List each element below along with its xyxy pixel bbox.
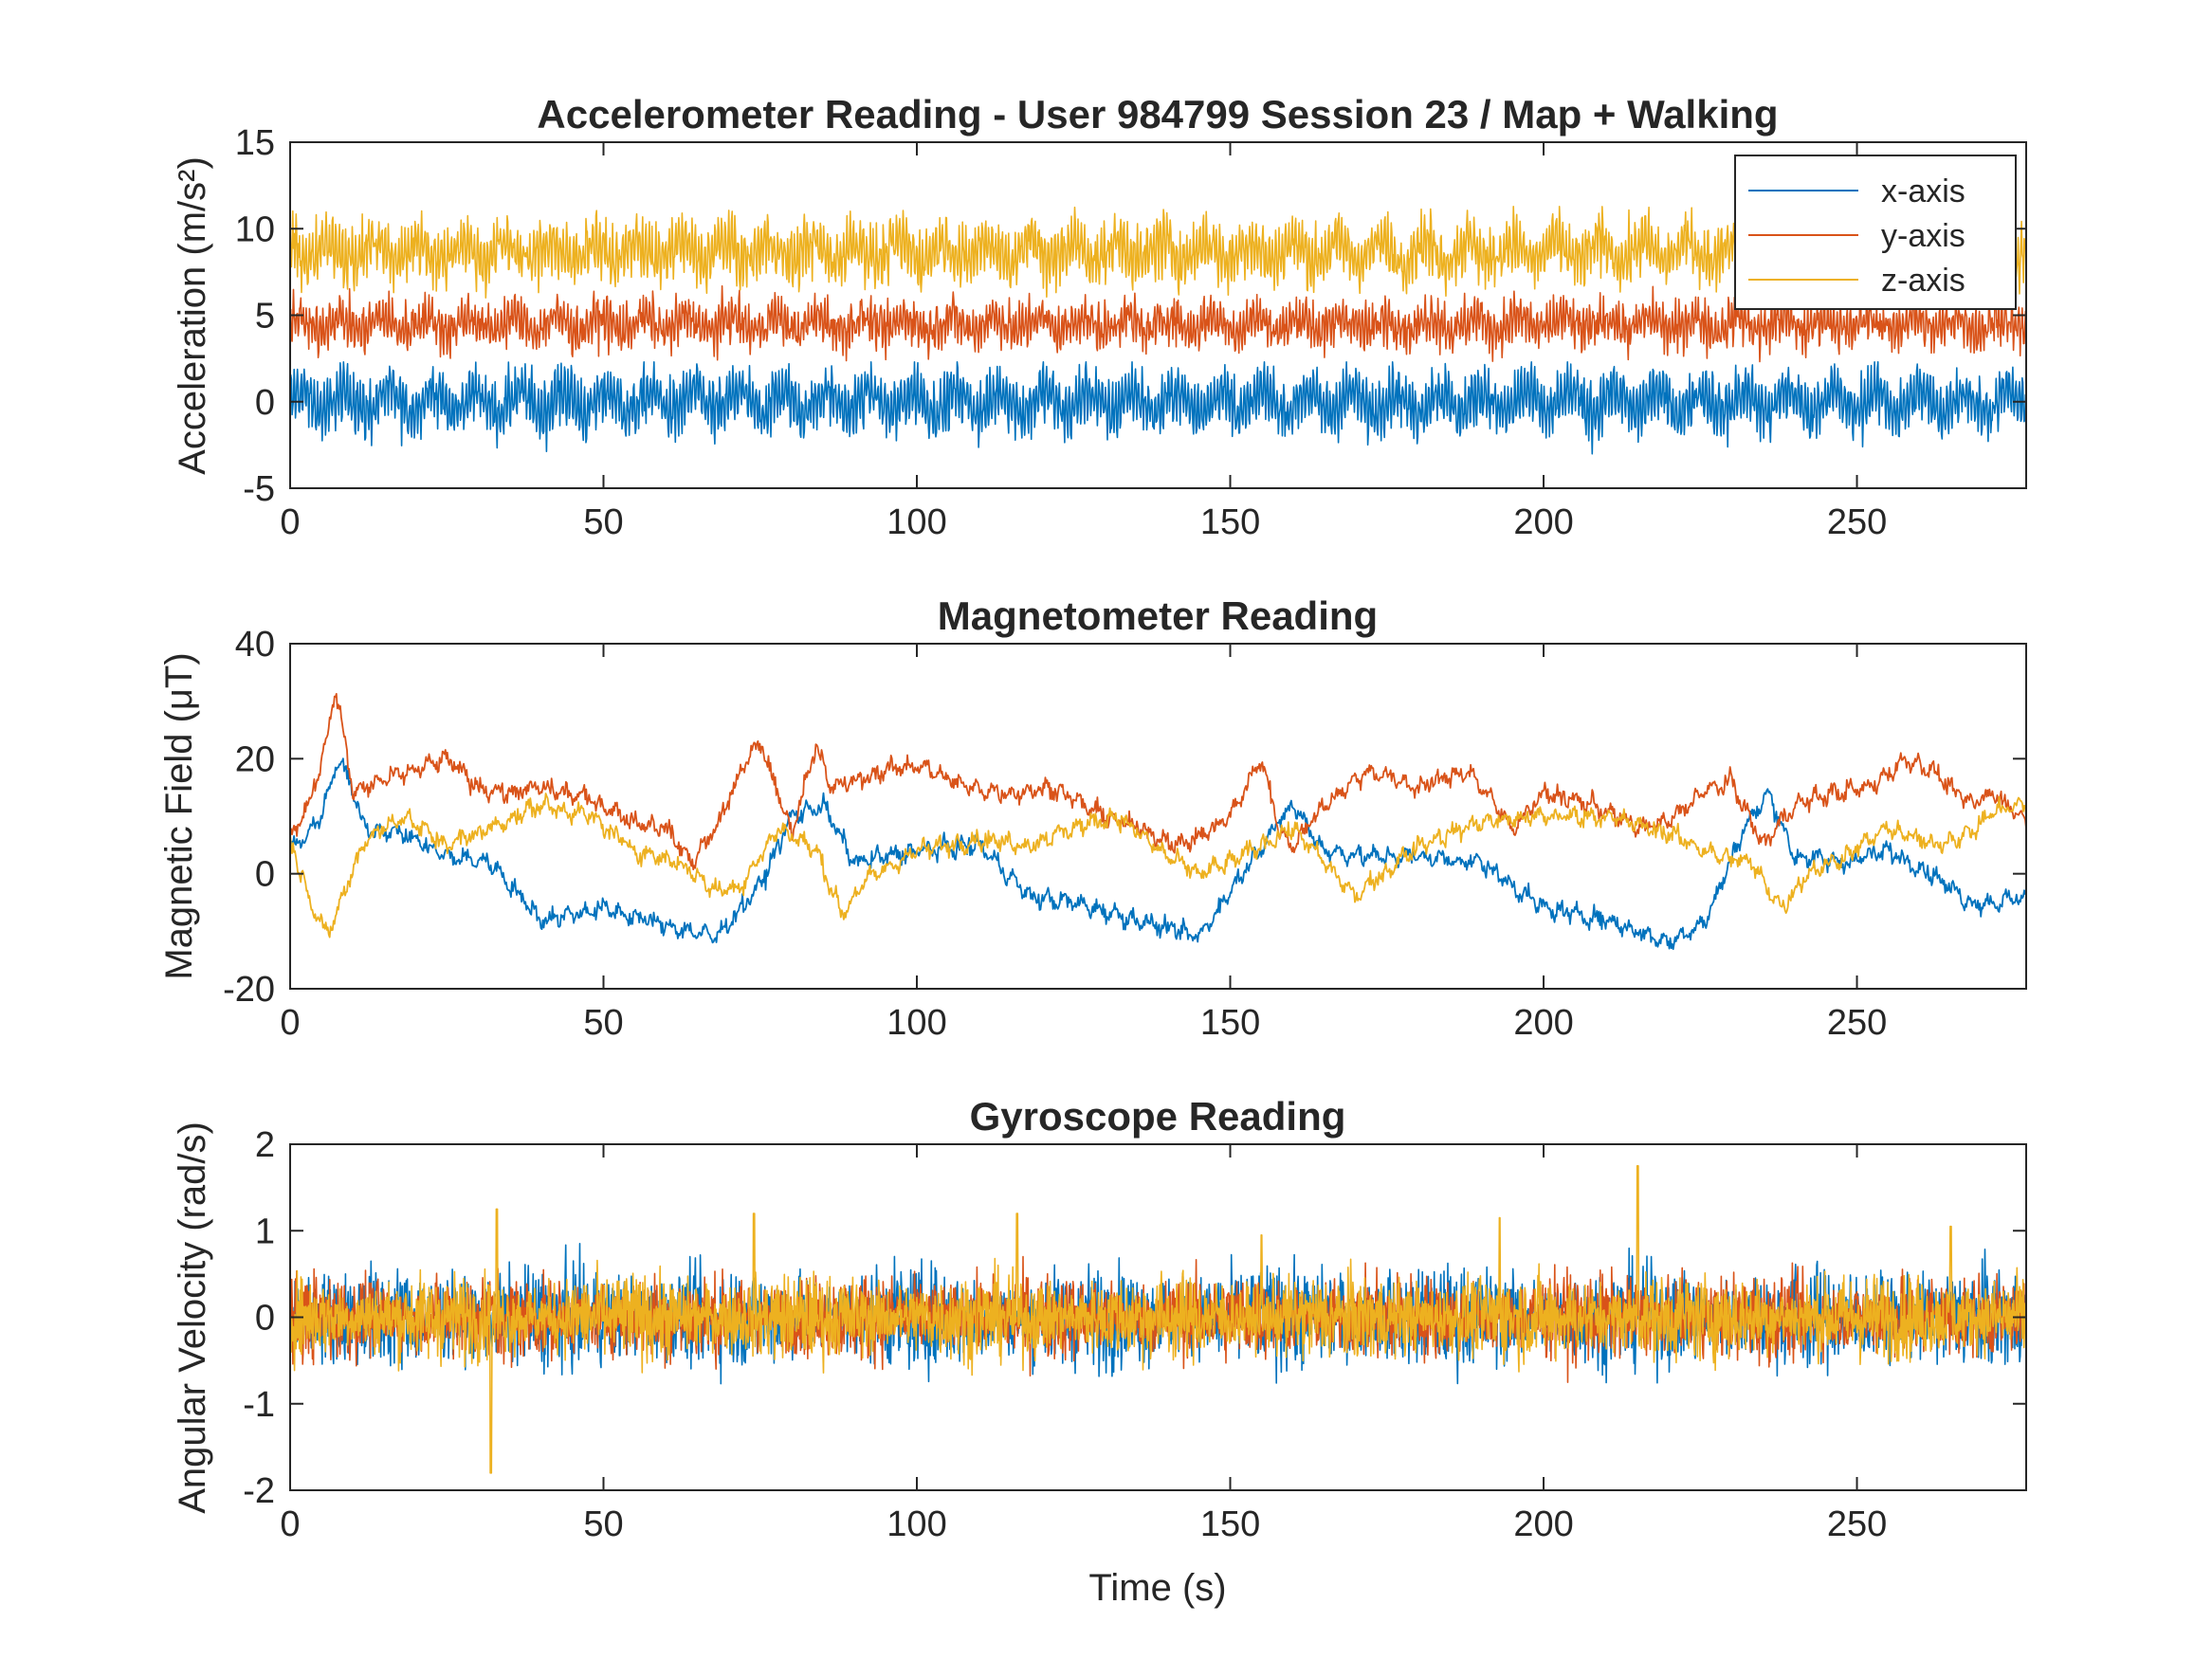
x-tick-label: 50 [583, 502, 623, 542]
gyroscope-tick-labels: 0 50 100 150 200 250 -2 -1 0 1 2 [243, 1125, 2026, 1544]
series-line-1 [289, 361, 2027, 455]
y-tick-label: 0 [255, 1299, 275, 1339]
series-line-1 [289, 757, 2027, 951]
y-tick-label: -1 [243, 1385, 275, 1425]
accelerometer-title: Accelerometer Reading - User 984799 Sess… [537, 92, 1778, 137]
x-tick-label: 250 [1827, 1504, 1887, 1544]
y-tick-label: 5 [255, 297, 275, 337]
series-line-3 [289, 1165, 2027, 1474]
y-tick-label: 1 [255, 1212, 275, 1251]
gyroscope-y-label: Angular Velocity (rad/s) [172, 1121, 213, 1514]
legend-y-axis-label: y-axis [1881, 218, 1965, 254]
series-line-2 [289, 693, 2027, 871]
y-tick-label: 0 [255, 855, 275, 895]
x-tick-label: 100 [887, 1504, 946, 1544]
accelerometer-axes-box [289, 141, 2027, 489]
magnetometer-axes-box [289, 643, 2027, 990]
y-tick-label: -2 [243, 1471, 275, 1511]
accelerometer-legend: x-axis y-axis z-axis [1734, 155, 2017, 310]
legend-z-axis-label: z-axis [1881, 263, 1965, 299]
gyroscope-title: Gyroscope Reading [970, 1094, 1346, 1139]
y-tick-label: 15 [235, 123, 275, 163]
accelerometer-y-label: Acceleration (m/s²) [172, 156, 213, 475]
x-tick-label: 150 [1200, 1003, 1260, 1043]
x-tick-label: 150 [1200, 1504, 1260, 1544]
x-tick-label: 0 [280, 1504, 300, 1544]
x-tick-label: 250 [1827, 502, 1887, 542]
gyroscope-x-label: Time (s) [1088, 1567, 1226, 1609]
y-tick-label: 10 [235, 210, 275, 249]
y-tick-label: 20 [235, 739, 275, 779]
series-line-2 [289, 284, 2027, 363]
gyroscope-panel: 0 50 100 150 200 250 -2 -1 0 1 2 Gyroscope Reading… [172, 1094, 2027, 1609]
x-tick-label: 200 [1513, 502, 1573, 542]
x-tick-label: 50 [583, 1003, 623, 1043]
gyroscope-series-lines [289, 1165, 2027, 1474]
x-tick-label: 0 [280, 502, 300, 542]
magnetometer-y-label: Magnetic Field (μT) [158, 652, 200, 979]
x-tick-label: 100 [887, 1003, 946, 1043]
x-tick-label: 0 [280, 1003, 300, 1043]
legend-x-axis-label: x-axis [1881, 173, 1965, 210]
x-tick-label: 150 [1200, 502, 1260, 542]
x-tick-label: 200 [1513, 1504, 1573, 1544]
x-tick-label: 200 [1513, 1003, 1573, 1043]
x-tick-label: 50 [583, 1504, 623, 1544]
x-tick-label: 100 [887, 502, 946, 542]
magnetometer-series-lines [289, 693, 2027, 951]
magnetometer-title: Magnetometer Reading [938, 593, 1378, 638]
y-tick-label: -20 [223, 970, 275, 1010]
legend-box [1734, 155, 2017, 310]
series-line-3 [289, 793, 2027, 939]
y-tick-label: 2 [255, 1125, 275, 1165]
y-tick-label: 40 [235, 625, 275, 665]
y-tick-label: -5 [243, 469, 275, 509]
x-tick-label: 250 [1827, 1003, 1887, 1043]
y-tick-label: 0 [255, 383, 275, 423]
gyroscope-axes-box [289, 1143, 2027, 1491]
